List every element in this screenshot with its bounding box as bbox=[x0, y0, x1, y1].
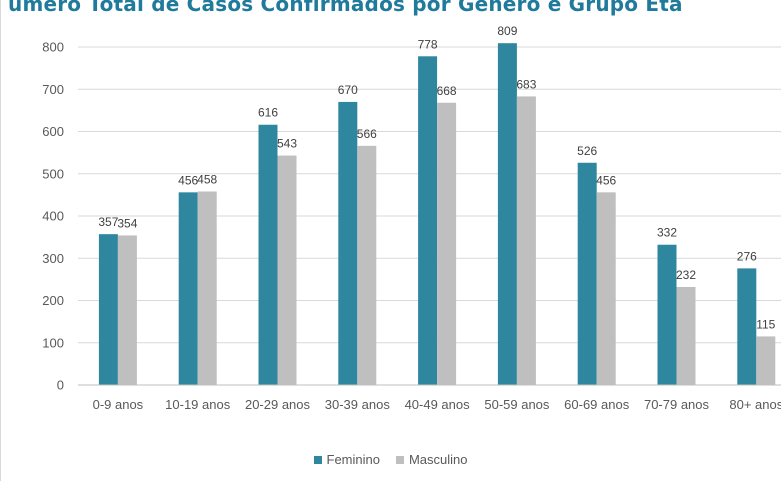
bar-feminino-7 bbox=[657, 244, 677, 385]
bar-masculino-6 bbox=[596, 192, 616, 385]
data-label-masculino-2: 543 bbox=[277, 137, 297, 151]
y-tick-label-300: 300 bbox=[42, 251, 64, 266]
data-label-masculino-3: 566 bbox=[357, 127, 377, 141]
bar-feminino-0 bbox=[98, 234, 118, 385]
legend-swatch-masculino bbox=[395, 455, 404, 464]
bar-masculino-1 bbox=[197, 191, 217, 385]
data-label-feminino-4: 778 bbox=[418, 37, 438, 51]
data-label-feminino-6: 526 bbox=[577, 144, 597, 158]
bar-masculino-5 bbox=[516, 96, 536, 386]
bar-feminino-3 bbox=[338, 101, 358, 386]
y-tick-label-0: 0 bbox=[57, 378, 64, 393]
x-tick-label-4: 40-49 anos bbox=[405, 397, 471, 412]
legend-entry-feminino: Feminino bbox=[313, 452, 380, 467]
bar-feminino-8 bbox=[737, 268, 757, 385]
bar-masculino-0 bbox=[117, 235, 137, 385]
bar-feminino-5 bbox=[497, 43, 517, 385]
bar-masculino-2 bbox=[277, 155, 297, 385]
data-label-masculino-7: 232 bbox=[676, 268, 696, 282]
legend-label-feminino: Feminino bbox=[326, 452, 380, 467]
bar-feminino-1 bbox=[178, 192, 198, 385]
bar-masculino-8 bbox=[756, 336, 776, 385]
chart-title: úmero Total de Casos Confirmados por Gén… bbox=[8, 0, 683, 16]
data-label-masculino-1: 458 bbox=[197, 172, 217, 186]
y-tick-label-400: 400 bbox=[42, 209, 64, 224]
data-label-feminino-3: 670 bbox=[338, 83, 358, 97]
y-tick-label-700: 700 bbox=[42, 82, 64, 97]
x-tick-label-6: 60-69 anos bbox=[564, 397, 630, 412]
bar-masculino-3 bbox=[357, 145, 377, 385]
y-tick-label-800: 800 bbox=[42, 40, 64, 55]
data-label-feminino-5: 809 bbox=[497, 24, 517, 38]
data-label-masculino-5: 683 bbox=[516, 77, 536, 91]
data-label-masculino-0: 354 bbox=[117, 216, 137, 230]
x-tick-label-5: 50-59 anos bbox=[484, 397, 550, 412]
data-label-feminino-0: 357 bbox=[98, 215, 118, 229]
data-label-feminino-2: 616 bbox=[258, 106, 278, 120]
x-tick-label-3: 30-39 anos bbox=[325, 397, 391, 412]
y-tick-label-500: 500 bbox=[42, 166, 64, 181]
x-tick-label-2: 20-29 anos bbox=[245, 397, 311, 412]
y-tick-label-600: 600 bbox=[42, 124, 64, 139]
x-tick-label-8: 80+ anos bbox=[729, 397, 781, 412]
x-tick-label-7: 70-79 anos bbox=[644, 397, 710, 412]
legend: Feminino Masculino bbox=[0, 452, 781, 467]
bar-feminino-2 bbox=[258, 124, 278, 386]
bar-masculino-7 bbox=[676, 286, 696, 385]
legend-label-masculino: Masculino bbox=[408, 452, 468, 467]
data-label-feminino-1: 456 bbox=[178, 173, 198, 187]
y-tick-label-200: 200 bbox=[42, 293, 64, 308]
data-label-feminino-7: 332 bbox=[657, 226, 677, 240]
bar-feminino-4 bbox=[418, 56, 438, 386]
data-label-masculino-6: 456 bbox=[596, 173, 616, 187]
x-tick-label-0: 0-9 anos bbox=[93, 397, 144, 412]
legend-entry-masculino: Masculino bbox=[395, 452, 468, 467]
data-label-feminino-8: 276 bbox=[737, 249, 757, 263]
y-tick-label-100: 100 bbox=[42, 335, 64, 350]
data-label-masculino-8: 115 bbox=[756, 317, 775, 331]
legend-swatch-feminino bbox=[313, 455, 322, 464]
bar-masculino-4 bbox=[437, 102, 457, 386]
data-label-masculino-4: 668 bbox=[437, 84, 457, 98]
x-tick-label-1: 10-19 anos bbox=[165, 397, 231, 412]
bar-feminino-6 bbox=[577, 162, 597, 385]
